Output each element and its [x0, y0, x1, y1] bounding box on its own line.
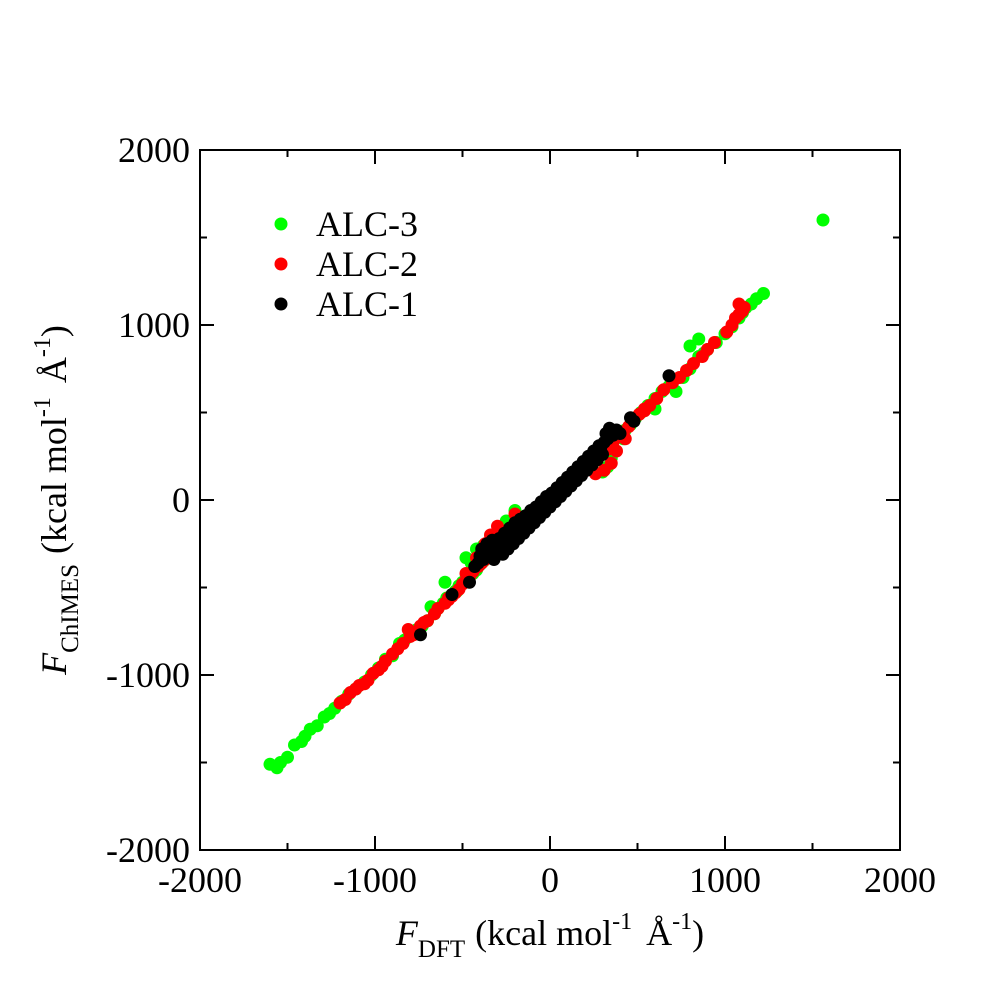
x-axis-exponent-2: -1: [672, 909, 692, 935]
plot-frame: [199, 149, 901, 851]
data-point: [708, 336, 721, 349]
x-tick-label: 2000: [864, 860, 936, 900]
x-tick-label: 1000: [689, 860, 761, 900]
y-axis-exponent-2: -1: [30, 337, 56, 357]
x-axis-label: FDFT (kcal mol-1 Å-1): [395, 909, 704, 963]
data-point: [732, 297, 746, 311]
legend-marker: [274, 217, 288, 231]
legend-label: ALC-1: [316, 284, 418, 324]
data-point: [596, 448, 609, 461]
data-point: [281, 750, 294, 764]
y-axis-angstrom: Å: [34, 357, 74, 383]
data-point: [610, 444, 623, 458]
x-axis-subscript: DFT: [418, 936, 465, 963]
x-tick-label: -2000: [158, 860, 242, 900]
data-point: [438, 575, 452, 589]
x-axis-symbol: F: [395, 913, 419, 953]
data-point: [816, 213, 830, 227]
legend-label: ALC-2: [316, 244, 418, 284]
data-point: [627, 414, 641, 428]
x-tick-label: -1000: [333, 860, 417, 900]
data-point: [445, 588, 459, 601]
data-point: [687, 357, 700, 370]
x-tick-label: 0: [541, 860, 559, 900]
y-tick-label: 0: [172, 480, 190, 520]
y-axis-label: FChIMES(kcal mol-1Å-1): [30, 325, 84, 676]
tick-labels: -2000 -1000 0 1000 2000 -2000 -1000 0 1000 2000: [106, 130, 936, 900]
y-axis-symbol: F: [34, 652, 74, 676]
data-point: [414, 628, 427, 642]
x-axis-units-prefix: (kcal mol: [475, 913, 612, 953]
y-axis-subscript: ChIMES: [57, 564, 84, 653]
data-point: [463, 575, 476, 589]
series-alc-1: [414, 369, 676, 642]
data-point: [310, 719, 324, 733]
x-axis-angstrom: Å: [646, 913, 672, 953]
legend-marker: [274, 297, 288, 311]
y-tick-label: -2000: [106, 830, 190, 870]
y-tick-label: 1000: [118, 305, 190, 345]
y-axis-exponent-1: -1: [30, 397, 56, 417]
legend-label: ALC-3: [316, 204, 418, 244]
data-point: [638, 402, 651, 416]
y-axis-units-prefix: (kcal mol: [34, 417, 74, 554]
data-point: [657, 383, 671, 397]
x-axis-exponent-1: -1: [612, 909, 632, 935]
data-point: [604, 456, 618, 470]
data-point: [613, 427, 627, 440]
x-axis-units-suffix: ): [692, 913, 704, 953]
data-point: [650, 392, 664, 405]
data-points: [263, 213, 830, 775]
data-point: [401, 623, 415, 636]
y-axis-units-suffix: ): [34, 325, 74, 337]
y-tick-label: -1000: [106, 655, 190, 695]
legend-marker: [274, 257, 288, 271]
data-point: [662, 369, 676, 383]
data-point: [683, 339, 697, 353]
data-point: [757, 287, 770, 300]
data-point: [692, 332, 706, 346]
y-tick-label: 2000: [118, 130, 190, 170]
